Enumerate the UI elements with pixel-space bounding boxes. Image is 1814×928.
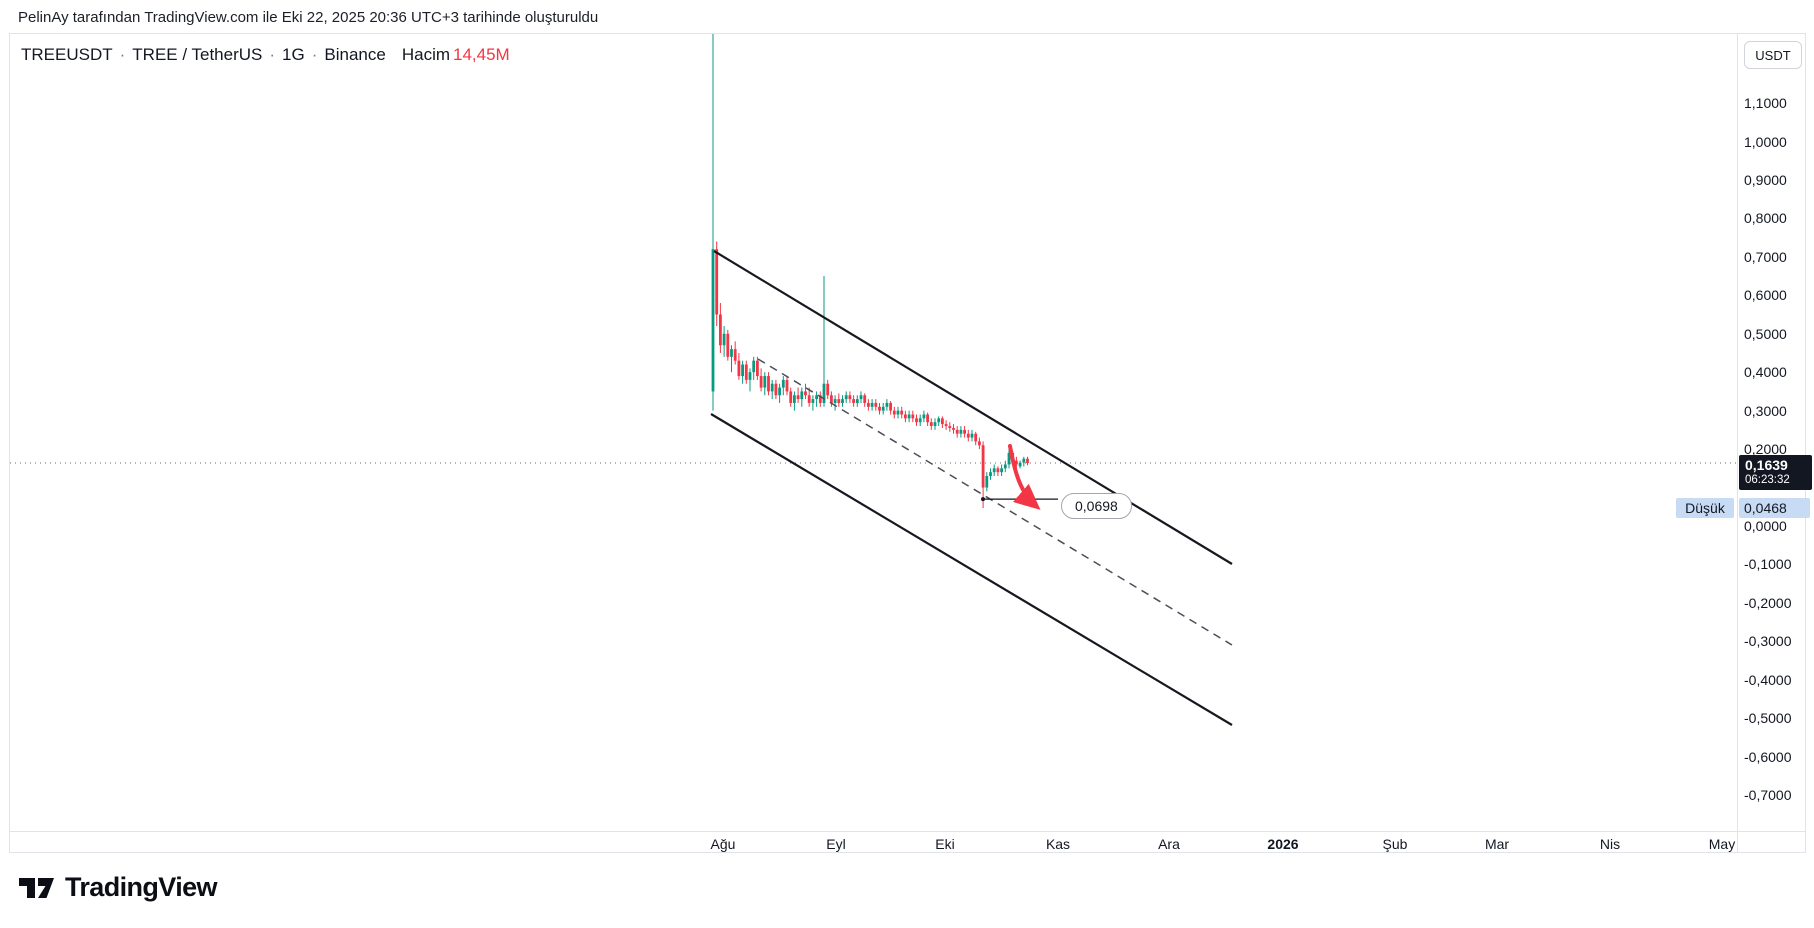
- volume-label: Hacim: [401, 45, 451, 64]
- channel-upper-line: [713, 250, 1233, 565]
- low-price-value: 0,0468: [1739, 498, 1810, 518]
- chart-frame: [9, 33, 1806, 853]
- symbol-description: TREE / TetherUS: [132, 45, 263, 64]
- tradingview-logo-icon[interactable]: [18, 874, 56, 902]
- tradingview-wordmark[interactable]: TradingView: [65, 872, 218, 902]
- interval-label: 1G: [282, 45, 305, 64]
- low-level-anchor: [981, 497, 985, 502]
- exchange-label: Binance: [324, 45, 386, 64]
- attribution-text: PelinAy tarafından TradingView.com ile E…: [18, 9, 599, 26]
- volume-value: 14,45M: [453, 45, 510, 64]
- separator-dot: ·: [269, 45, 276, 64]
- bar-countdown: 06:23:32: [1745, 473, 1790, 486]
- chart-header: TREEUSDT · TREE / TetherUS · 1G · Binance Hacim…: [21, 45, 510, 65]
- symbol-name: TREEUSDT: [21, 45, 113, 64]
- separator-dot: ·: [311, 45, 318, 64]
- footer: TradingView: [18, 872, 218, 903]
- low-price-label: Düşük: [1676, 498, 1734, 518]
- last-price-badge: 0,1639 06:23:32: [1739, 454, 1812, 490]
- channel-lower-line: [710, 413, 1233, 726]
- separator-dot: ·: [119, 45, 126, 64]
- price-callout-label[interactable]: 0,0698: [1061, 493, 1132, 520]
- currency-button[interactable]: USDT: [1744, 41, 1802, 69]
- candle-series: [711, 34, 1029, 509]
- last-price-value: 0,1639: [1745, 456, 1788, 473]
- channel-middle-dashed-line: [757, 358, 1233, 646]
- red-arrow: [1008, 444, 1041, 510]
